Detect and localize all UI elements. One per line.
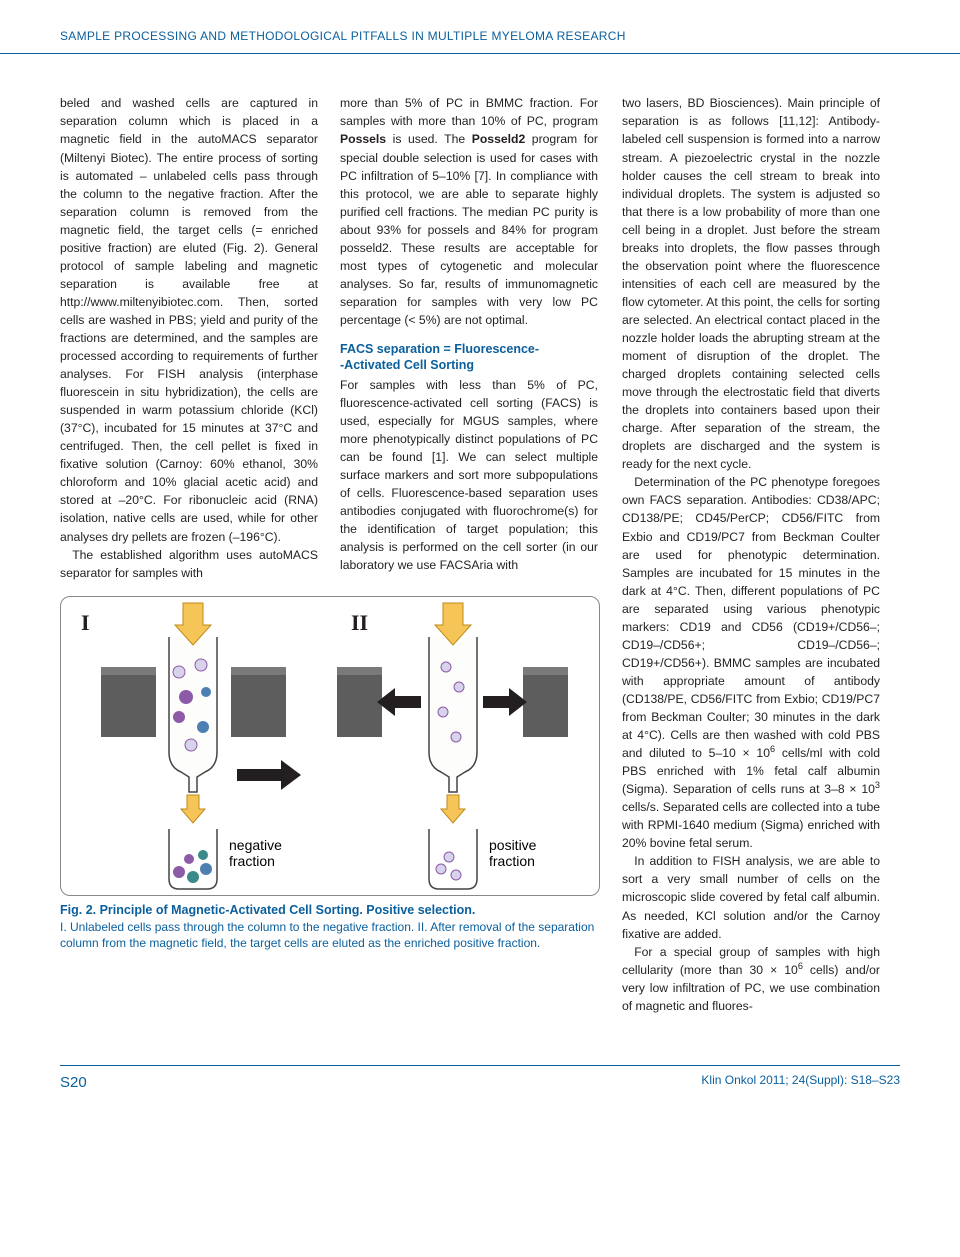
col2-para2: For samples with less than 5% of PC, flu… (340, 376, 598, 575)
column-1: beled and washed cells are captured in s… (60, 94, 318, 581)
page-number: S20 (60, 1072, 87, 1094)
col1-para1: beled and washed cells are captured in s… (60, 94, 318, 545)
col1-para2: The established algorithm uses autoMACS … (60, 546, 318, 582)
col2-para1: more than 5% of PC in BMMC fraction. For… (340, 94, 598, 329)
col3-para3: In addition to FISH analysis, we are abl… (622, 852, 880, 942)
running-header: SAMPLE PROCESSING AND METHODOLOGICAL PIT… (0, 0, 960, 54)
col3-para4: For a special group of samples with high… (622, 943, 880, 1015)
column-3: two lasers, BD Biosciences). Main princi… (622, 94, 880, 1014)
footer-citation: Klin Onkol 2011; 24(Suppl): S18–S23 (701, 1072, 900, 1094)
figure-2-image: I II (60, 596, 600, 896)
positive-fraction-label: positivefraction (489, 837, 536, 869)
page-footer: S20 Klin Onkol 2011; 24(Suppl): S18–S23 (60, 1065, 900, 1094)
col3-para1: two lasers, BD Biosciences). Main princi… (622, 94, 880, 473)
col3-para2: Determination of the PC phenotype forego… (622, 473, 880, 852)
running-title: SAMPLE PROCESSING AND METHODOLOGICAL PIT… (60, 29, 626, 43)
column-2: more than 5% of PC in BMMC fraction. For… (340, 94, 598, 581)
facs-subhead: FACS separation = Fluorescence- -Activat… (340, 341, 598, 374)
negative-fraction-label: negativefraction (229, 837, 282, 869)
figure-caption-title: Fig. 2. Principle of Magnetic-Activated … (60, 902, 600, 919)
left-columns-and-figure: beled and washed cells are captured in s… (60, 94, 600, 1014)
panel-2-label: II (351, 607, 368, 639)
figure-2: I II (60, 596, 600, 951)
figure-caption-body: I. Unlabeled cells pass through the colu… (60, 919, 600, 951)
main-content: beled and washed cells are captured in s… (0, 54, 960, 1044)
panel-1-label: I (81, 607, 90, 639)
